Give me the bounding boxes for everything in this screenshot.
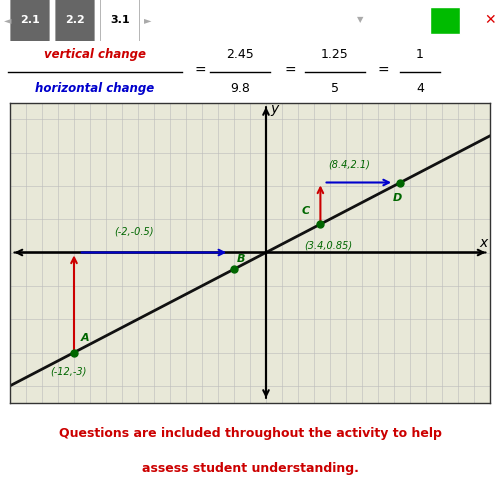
Text: 4: 4 bbox=[416, 82, 424, 96]
Text: horizontal change: horizontal change bbox=[36, 82, 154, 96]
Text: 2.2: 2.2 bbox=[65, 14, 85, 24]
Text: B: B bbox=[236, 254, 245, 264]
Text: Questions are included throughout the activity to help: Questions are included throughout the ac… bbox=[58, 427, 442, 440]
Text: y: y bbox=[270, 102, 278, 116]
Text: (3.4,0.85): (3.4,0.85) bbox=[304, 240, 352, 250]
Text: assess student understanding.: assess student understanding. bbox=[142, 462, 358, 475]
Text: D: D bbox=[392, 193, 402, 203]
Text: 2.1: 2.1 bbox=[20, 14, 40, 24]
Text: 3.1: 3.1 bbox=[110, 14, 130, 24]
Text: ✕: ✕ bbox=[484, 12, 496, 26]
Text: A: A bbox=[80, 333, 89, 343]
Text: ▼: ▼ bbox=[357, 15, 363, 24]
FancyBboxPatch shape bbox=[100, 0, 140, 58]
Text: =: = bbox=[284, 64, 296, 78]
Text: 9.8: 9.8 bbox=[230, 82, 250, 96]
Text: (-2,-0.5): (-2,-0.5) bbox=[114, 226, 154, 236]
FancyBboxPatch shape bbox=[10, 0, 50, 58]
Text: 1: 1 bbox=[416, 48, 424, 61]
Text: =: = bbox=[194, 64, 206, 78]
Text: =: = bbox=[377, 64, 389, 78]
Text: 2.45: 2.45 bbox=[226, 48, 254, 61]
Text: ◄: ◄ bbox=[4, 16, 12, 26]
Text: 5: 5 bbox=[331, 82, 339, 96]
Text: (-12,-3): (-12,-3) bbox=[50, 366, 86, 376]
Text: vertical change: vertical change bbox=[44, 48, 146, 61]
Text: *Slope_as_Rate: *Slope_as_Rate bbox=[227, 14, 313, 25]
Bar bbox=[460, 14, 464, 26]
FancyBboxPatch shape bbox=[56, 0, 94, 58]
Text: C: C bbox=[301, 206, 310, 216]
Text: ►: ► bbox=[144, 16, 152, 26]
Bar bbox=[430, 8, 460, 34]
Text: 1.25: 1.25 bbox=[321, 48, 349, 61]
Text: x: x bbox=[480, 236, 488, 250]
Text: (8.4,2.1): (8.4,2.1) bbox=[328, 160, 370, 170]
